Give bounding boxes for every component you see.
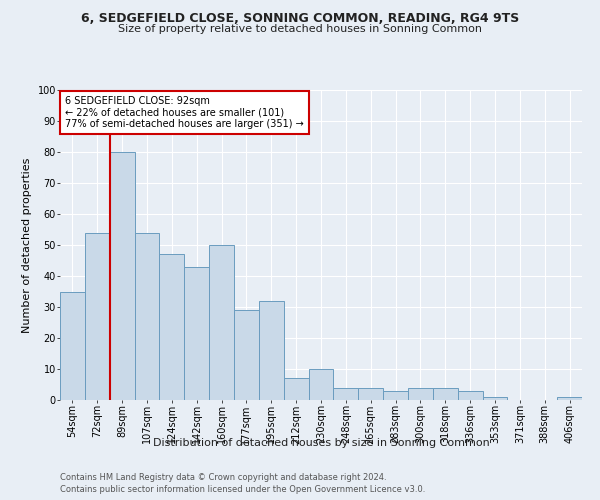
Bar xyxy=(358,388,383,400)
Bar xyxy=(110,152,134,400)
Bar xyxy=(184,266,209,400)
Bar xyxy=(433,388,458,400)
Text: Contains HM Land Registry data © Crown copyright and database right 2024.: Contains HM Land Registry data © Crown c… xyxy=(60,472,386,482)
Bar xyxy=(259,301,284,400)
Bar xyxy=(334,388,358,400)
Bar xyxy=(308,369,334,400)
Text: Size of property relative to detached houses in Sonning Common: Size of property relative to detached ho… xyxy=(118,24,482,34)
Text: 6 SEDGEFIELD CLOSE: 92sqm
← 22% of detached houses are smaller (101)
77% of semi: 6 SEDGEFIELD CLOSE: 92sqm ← 22% of detac… xyxy=(65,96,304,130)
Bar xyxy=(160,254,184,400)
Y-axis label: Number of detached properties: Number of detached properties xyxy=(22,158,32,332)
Text: Distribution of detached houses by size in Sonning Common: Distribution of detached houses by size … xyxy=(152,438,490,448)
Text: Contains public sector information licensed under the Open Government Licence v3: Contains public sector information licen… xyxy=(60,485,425,494)
Bar xyxy=(383,390,408,400)
Bar xyxy=(85,232,110,400)
Bar xyxy=(482,397,508,400)
Text: 6, SEDGEFIELD CLOSE, SONNING COMMON, READING, RG4 9TS: 6, SEDGEFIELD CLOSE, SONNING COMMON, REA… xyxy=(81,12,519,26)
Bar xyxy=(209,245,234,400)
Bar xyxy=(408,388,433,400)
Bar xyxy=(284,378,308,400)
Bar xyxy=(557,397,582,400)
Bar xyxy=(60,292,85,400)
Bar xyxy=(134,232,160,400)
Bar xyxy=(234,310,259,400)
Bar xyxy=(458,390,482,400)
